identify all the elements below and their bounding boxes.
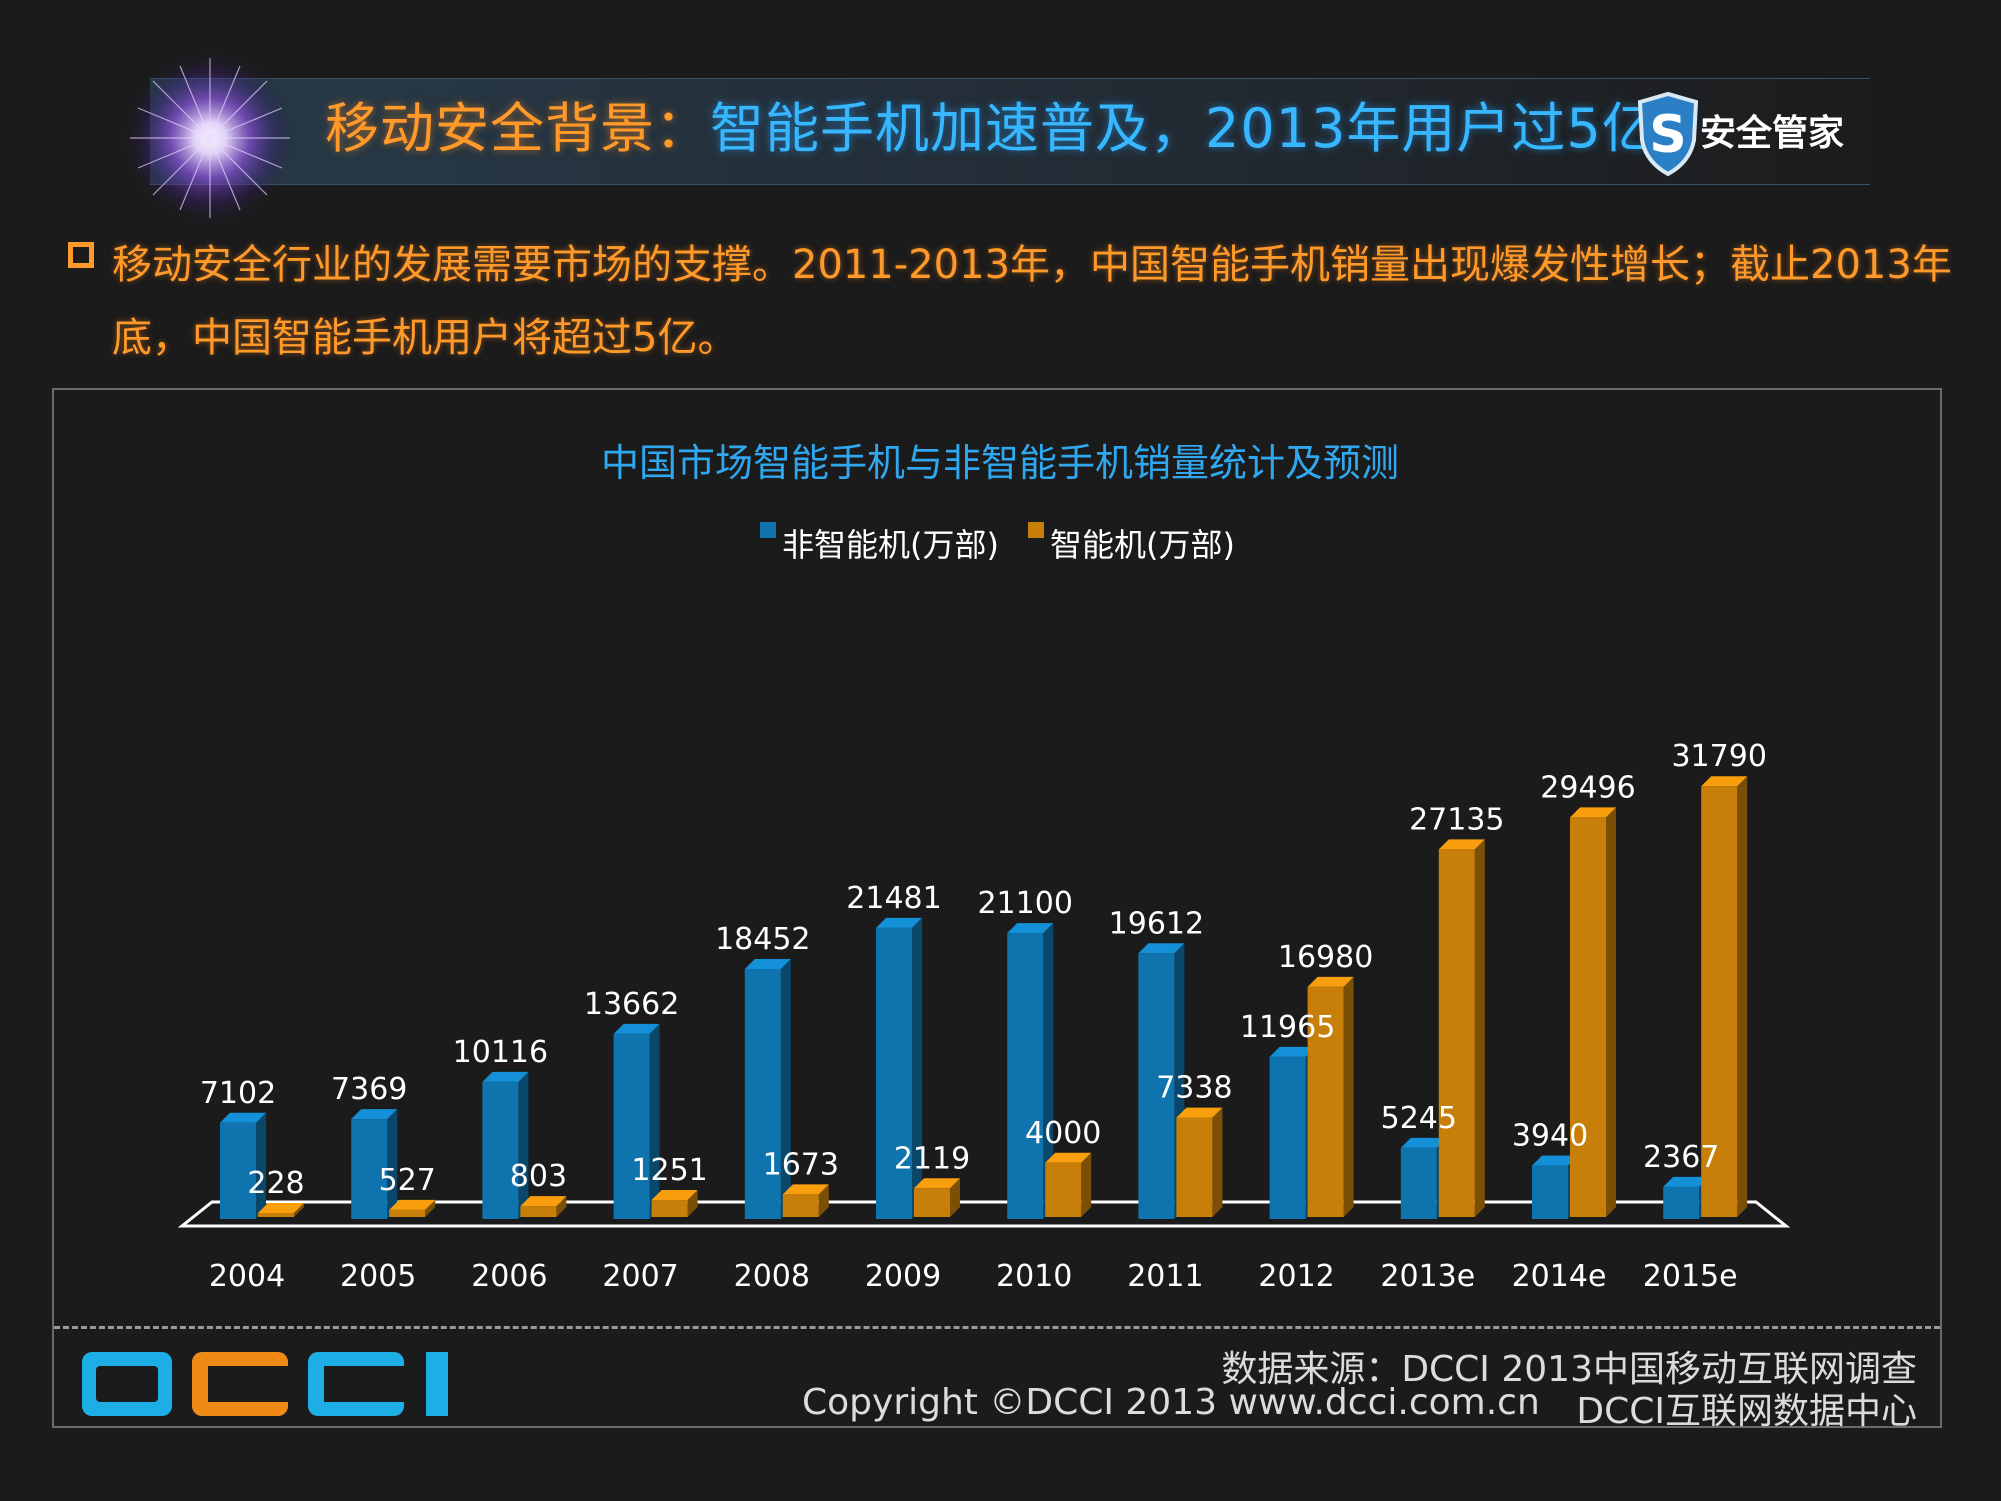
bar-2004-0 xyxy=(220,1112,266,1219)
bar-2006-0 xyxy=(482,1071,529,1219)
chart-title: 中国市场智能手机与非智能手机销量统计及预测 xyxy=(601,441,1399,485)
bar-2011-1 xyxy=(1176,1107,1223,1217)
chart-floor xyxy=(177,1200,1791,1228)
page-title: 移动安全背景：智能手机加速普及，2013年用户过5亿 xyxy=(325,94,1657,164)
org-name: DCCI互联网数据中心 xyxy=(1576,1391,1917,1432)
bar-2009-1 xyxy=(914,1178,960,1217)
x-tick-2004: 2004 xyxy=(209,1259,285,1294)
title-main: 智能手机加速普及，2013年用户过5亿 xyxy=(710,97,1657,160)
value-label-2004-1: 228 xyxy=(247,1166,304,1201)
bar-2015e-1 xyxy=(1701,776,1748,1217)
footer-divider xyxy=(54,1326,1940,1329)
value-label-2011-0: 19612 xyxy=(1109,906,1204,941)
value-label-2010-1: 4000 xyxy=(1025,1116,1101,1151)
value-label-2013e-1: 27135 xyxy=(1409,802,1504,837)
bar-2005-0 xyxy=(351,1109,398,1219)
bullet-square-icon xyxy=(68,242,94,268)
legend-label-0: 非智能机(万部) xyxy=(782,526,999,564)
bar-2010-0 xyxy=(1007,923,1054,1219)
value-label-2012-0: 11965 xyxy=(1240,1010,1335,1045)
x-tick-2015e: 2015e xyxy=(1643,1259,1738,1294)
shield-glyph: S xyxy=(1649,105,1686,165)
chart-frame xyxy=(52,388,1942,1428)
bar-2004-1 xyxy=(258,1203,304,1217)
bar-2007-1 xyxy=(651,1190,698,1217)
value-label-2008-1: 1673 xyxy=(763,1147,839,1182)
value-label-2004-0: 7102 xyxy=(200,1076,276,1111)
bar-2013e-1 xyxy=(1438,839,1485,1217)
x-tick-2014e: 2014e xyxy=(1512,1259,1607,1294)
value-label-2005-1: 527 xyxy=(379,1163,436,1198)
value-label-2014e-0: 3940 xyxy=(1512,1119,1588,1154)
legend: 非智能机(万部) 智能机(万部) xyxy=(760,522,1235,564)
starburst-icon xyxy=(120,48,300,228)
bar-2011-0 xyxy=(1138,943,1185,1219)
bar-2007-0 xyxy=(613,1023,660,1219)
value-label-2009-1: 2119 xyxy=(894,1141,970,1176)
bar-2008-0 xyxy=(744,958,791,1219)
legend-label-1: 智能机(万部) xyxy=(1050,526,1235,564)
bar-2014e-1 xyxy=(1570,807,1616,1217)
x-tick-2006: 2006 xyxy=(471,1259,547,1294)
x-tick-2007: 2007 xyxy=(602,1259,678,1294)
x-tick-2005: 2005 xyxy=(340,1259,416,1294)
value-label-2010-0: 21100 xyxy=(977,886,1072,921)
value-label-2015e-1: 31790 xyxy=(1671,739,1766,774)
x-tick-2010: 2010 xyxy=(996,1259,1072,1294)
dcci-logo xyxy=(82,1352,448,1416)
value-label-2006-1: 803 xyxy=(510,1159,567,1194)
bullet-line-2: 底，中国智能手机用户将超过5亿。 xyxy=(112,315,738,361)
bullet-line-1: 移动安全行业的发展需要市场的支撑。2011-2013年，中国智能手机销量出现爆发… xyxy=(112,242,1952,288)
x-tick-2013e: 2013e xyxy=(1380,1259,1475,1294)
value-label-2007-0: 13662 xyxy=(584,987,679,1022)
header-banner xyxy=(150,78,1870,185)
value-label-2008-0: 18452 xyxy=(715,922,810,957)
bar-2008-1 xyxy=(782,1184,829,1217)
value-label-2011-1: 7338 xyxy=(1156,1071,1232,1106)
value-label-2006-0: 10116 xyxy=(453,1035,548,1070)
x-tick-2009: 2009 xyxy=(865,1259,941,1294)
value-label-2015e-0: 2367 xyxy=(1643,1140,1719,1175)
bar-2009-0 xyxy=(876,917,922,1219)
copyright: Copyright ©DCCI 2013 www.dcci.com.cn xyxy=(802,1382,1540,1423)
value-label-2007-1: 1251 xyxy=(631,1153,707,1188)
title-prefix: 移动安全背景： xyxy=(325,97,710,160)
value-label-2005-0: 7369 xyxy=(331,1072,407,1107)
legend-swatch-1 xyxy=(1028,522,1044,538)
value-label-2014e-1: 29496 xyxy=(1540,770,1635,805)
shield-icon: S xyxy=(1637,91,1699,177)
x-tick-2011: 2011 xyxy=(1127,1259,1203,1294)
x-tick-2012: 2012 xyxy=(1258,1259,1334,1294)
legend-swatch-0 xyxy=(760,522,776,538)
data-source: 数据来源：DCCI 2013中国移动互联网调查 xyxy=(1221,1349,1917,1390)
brand-name: 安全管家 xyxy=(1700,113,1845,154)
value-label-2012-1: 16980 xyxy=(1278,940,1373,975)
bar-2006-1 xyxy=(520,1196,567,1217)
value-label-2009-0: 21481 xyxy=(846,881,941,916)
bar-2010-1 xyxy=(1045,1152,1092,1217)
value-label-2013e-0: 5245 xyxy=(1381,1101,1457,1136)
x-tick-2008: 2008 xyxy=(734,1259,810,1294)
bar-2005-1 xyxy=(389,1199,436,1217)
bar-2012-1 xyxy=(1307,976,1354,1217)
